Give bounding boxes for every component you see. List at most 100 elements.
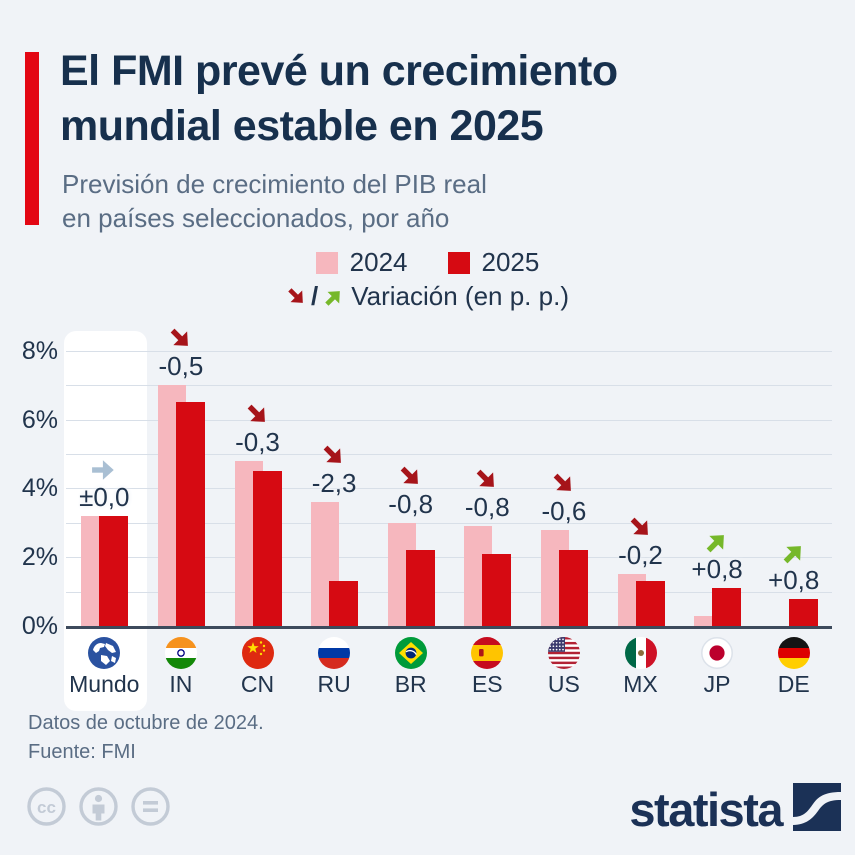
page-subtitle: Previsión de crecimiento del PIB real en… [62, 169, 487, 234]
gridline [66, 350, 832, 352]
x-axis-label-Mundo: Mundo [69, 671, 140, 697]
variation-annotation-Mundo: ±0,0 [58, 457, 150, 512]
x-axis-label-ES: ES [471, 671, 503, 697]
x-axis-label-DE: DE [777, 671, 810, 697]
footer-source: Fuente: FMI [28, 741, 136, 763]
statista-logo[interactable]: statista [629, 783, 841, 836]
variation-annotation-BR: -0,8 [365, 464, 457, 519]
variation-annotation-IN: -0,5 [135, 326, 227, 381]
legend-variation-label: Variación (en p. p.) [351, 281, 569, 311]
variation-value: -2,3 [311, 468, 357, 499]
variation-value: -0,3 [235, 426, 280, 457]
arrow-down-icon [551, 471, 577, 497]
bar-2025-MX [635, 581, 665, 626]
arrow-flat-icon [91, 457, 117, 483]
bar-2025-DE [788, 598, 818, 626]
variation-value: -0,2 [618, 540, 663, 571]
cc-equal-icon[interactable] [130, 786, 171, 827]
page-title: El FMI prevé un crecimiento mundial esta… [60, 47, 618, 150]
variation-annotation-ES: -0,8 [441, 467, 533, 522]
y-axis-tick: 6% [21, 405, 58, 434]
x-axis-label-IN: IN [169, 671, 193, 697]
arrow-up-icon [781, 540, 807, 566]
statista-wordmark: statista [629, 783, 783, 836]
flag-icon-mx [624, 637, 657, 669]
flag-icon-jp [701, 637, 734, 669]
x-axis-label-US: US [547, 671, 580, 697]
gridline [66, 419, 832, 421]
arrow-down-icon [398, 464, 424, 490]
y-axis-tick: 8% [21, 336, 58, 365]
cc-attribution-icon[interactable] [78, 786, 119, 827]
legend-variation-row: / Variación (en p. p.) [286, 281, 569, 312]
flag-icon-world [88, 637, 121, 669]
title-accent-bar [25, 52, 39, 225]
y-axis-tick: 4% [21, 474, 58, 503]
gridline [66, 522, 832, 524]
license-icons: cc [26, 786, 171, 827]
legend-separator: / [311, 281, 319, 311]
svg-text:cc: cc [37, 798, 56, 817]
flag-icon-cn [241, 637, 274, 669]
variation-annotation-RU: -2,3 [288, 443, 380, 498]
arrow-down-icon [286, 286, 308, 308]
legend-label-2024: 2024 [349, 247, 408, 277]
variation-annotation-US: -0,6 [518, 471, 610, 526]
bar-2025-BR [405, 550, 435, 626]
flag-icon-in [164, 637, 197, 669]
flag-icon-us [547, 637, 580, 669]
variation-value: -0,8 [388, 488, 434, 519]
statista-logo-icon [793, 783, 841, 836]
gridline [66, 454, 832, 455]
x-axis-label-BR: BR [394, 671, 427, 697]
gridline [66, 385, 832, 387]
gridline [66, 591, 832, 593]
legend-swatch-2025 [447, 251, 470, 274]
bar-2025-ES [482, 553, 512, 626]
variation-value: ±0,0 [79, 481, 130, 512]
arrow-down-icon [628, 515, 654, 541]
arrow-up-icon [323, 286, 345, 308]
arrow-down-icon [321, 443, 347, 469]
bar-2025-CN [252, 471, 282, 626]
variation-value: -0,6 [541, 495, 587, 526]
variation-value: +0,8 [768, 564, 820, 595]
arrow-down-icon [474, 467, 500, 493]
variation-annotation-JP: +0,8 [671, 529, 763, 584]
variation-value: -0,5 [158, 351, 204, 382]
x-axis-label-CN: CN [240, 671, 275, 697]
arrow-up-icon [704, 529, 730, 555]
variation-annotation-DE: +0,8 [748, 540, 840, 595]
gridline [66, 557, 832, 559]
bar-2025-RU [329, 581, 359, 626]
x-axis-line [66, 626, 832, 629]
cc-icon[interactable]: cc [26, 786, 67, 827]
flag-icon-de [777, 637, 810, 669]
bar-2025-IN [175, 402, 205, 626]
bar-2025-Mundo [99, 515, 129, 626]
flag-icon-es [471, 637, 504, 669]
arrow-down-icon [168, 326, 194, 352]
flag-icon-br [394, 637, 427, 669]
variation-value: -0,8 [464, 492, 510, 523]
x-axis-label-MX: MX [623, 671, 658, 697]
legend-series-row: 2024 2025 [315, 247, 540, 278]
x-axis-label-RU: RU [317, 671, 351, 697]
bar-2024-JP [694, 615, 723, 626]
arrow-down-icon [245, 402, 271, 428]
gridline [66, 488, 832, 490]
legend-swatch-2024 [315, 251, 338, 274]
flag-icon-ru [318, 637, 351, 669]
variation-annotation-MX: -0,2 [595, 515, 687, 570]
x-axis-label-JP: JP [703, 671, 731, 697]
bar-2025-US [558, 550, 588, 626]
legend-label-2025: 2025 [481, 247, 540, 277]
variation-annotation-CN: -0,3 [212, 402, 304, 457]
footer-note: Datos de octubre de 2024. [28, 712, 264, 734]
y-axis-tick: 2% [21, 543, 58, 572]
y-axis-tick: 0% [21, 612, 58, 640]
legend: 2024 2025 / Variación (en p. p.) [0, 247, 855, 312]
bar-2025-JP [712, 588, 742, 626]
